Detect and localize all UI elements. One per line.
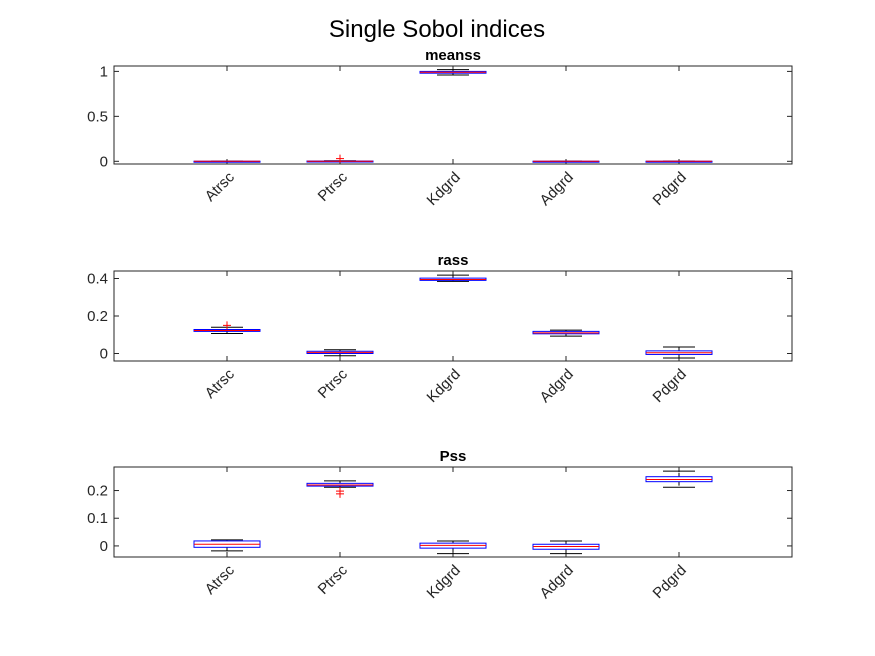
outlier-marker <box>336 489 344 498</box>
box-Atrsc <box>193 321 261 334</box>
y-tick-label: 0.2 <box>87 308 108 325</box>
outlier-marker <box>336 154 344 163</box>
y-tick-label: 1 <box>100 63 108 80</box>
box-Ptrsc <box>306 154 374 163</box>
x-tick-label: Kdgrd <box>424 562 464 602</box>
x-tick-label: Atrsc <box>202 168 239 205</box>
box-Kdgrd <box>419 69 487 76</box>
x-tick-label: Ptrsc <box>315 168 352 205</box>
subplot-Pss: Pss 0 0.1 0.2 Atrsc Ptrsc Kdgrd Adgrd Pdgrd <box>87 448 793 602</box>
x-tick-label: Ptrsc <box>315 561 352 598</box>
x-tick-label: Ptrsc <box>315 365 352 402</box>
y-tick-label: 0.1 <box>87 510 108 527</box>
subplot-title: rass <box>438 252 469 269</box>
box-Adgrd <box>532 160 600 163</box>
subplot-title: meanss <box>425 47 481 64</box>
box-Pdgrd <box>645 160 713 163</box>
box-Kdgrd <box>419 274 487 282</box>
subplot-meanss: meanss 0 0.5 1 Atrsc Ptrsc Kdgrd Adgrd Pdgrd <box>87 47 793 209</box>
y-tick-label: 0 <box>100 538 108 555</box>
x-tick-label: Kdgrd <box>424 366 464 406</box>
x-tick-label: Kdgrd <box>424 169 464 209</box>
y-tick-label: 0.5 <box>87 108 108 125</box>
y-tick-label: 0 <box>100 153 108 170</box>
axes-frame <box>113 65 793 165</box>
box-Adgrd <box>532 329 600 337</box>
box-Pdgrd <box>645 470 713 488</box>
y-tick-label: 0.2 <box>87 483 108 500</box>
x-tick-label: Atrsc <box>202 561 239 598</box>
x-tick-label: Adgrd <box>537 562 577 602</box>
box-Kdgrd <box>419 540 487 555</box>
outlier-marker <box>223 321 231 330</box>
axes-frame <box>113 270 793 362</box>
x-tick-label: Adgrd <box>537 366 577 406</box>
subplot-rass: rass 0 0.2 0.4 Atrsc Ptrsc Kdgrd Adgrd Pdgrd <box>87 252 793 406</box>
box-Atrsc <box>193 539 261 552</box>
x-tick-label: Adgrd <box>537 169 577 209</box>
x-tick-label: Pdgrd <box>650 169 690 209</box>
x-tick-label: Pdgrd <box>650 562 690 602</box>
subplot-title: Pss <box>440 448 467 465</box>
box-Ptrsc <box>306 349 374 357</box>
box-Atrsc <box>193 160 261 163</box>
x-tick-label: Atrsc <box>202 365 239 402</box>
y-tick-label: 0 <box>100 346 108 363</box>
x-tick-label: Pdgrd <box>650 366 690 406</box>
box-Pdgrd <box>645 346 713 359</box>
y-tick-label: 0.4 <box>87 271 108 288</box>
box-Ptrsc <box>306 480 374 498</box>
box-Adgrd <box>532 540 600 555</box>
figure-title: Single Sobol indices <box>329 16 545 43</box>
